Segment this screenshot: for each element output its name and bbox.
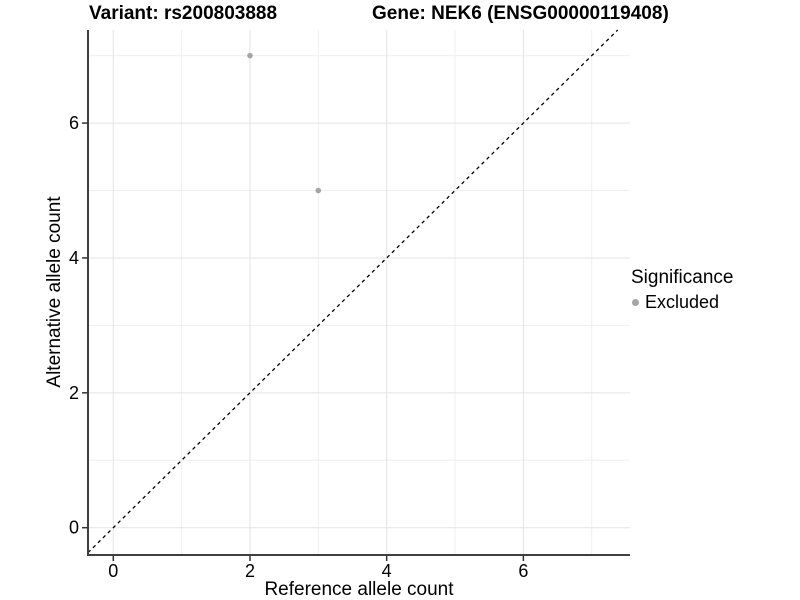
x-tick-label: 6 bbox=[518, 561, 528, 581]
legend-point-marker-icon bbox=[632, 299, 639, 306]
legend-title: Significance bbox=[631, 267, 734, 288]
plot-title-variant: Variant: rs200803888 bbox=[89, 3, 278, 24]
y-axis-title: Alternative allele count bbox=[44, 196, 65, 388]
data-point bbox=[247, 52, 253, 59]
legend-entry-label: Excluded bbox=[645, 292, 720, 312]
x-tick-label: 4 bbox=[382, 561, 392, 581]
legend-entry-excluded: Excluded bbox=[631, 292, 733, 313]
x-tick-label: 2 bbox=[245, 561, 255, 581]
x-axis-title: Reference allele count bbox=[264, 579, 454, 600]
data-point bbox=[315, 187, 322, 194]
y-tick-label: 0 bbox=[69, 518, 79, 538]
y-tick-label: 6 bbox=[69, 113, 79, 133]
legend: Significance Excluded bbox=[631, 267, 733, 313]
plot-title-gene: Gene: NEK6 (ENSG00000119408) bbox=[372, 3, 669, 24]
y-tick-label: 4 bbox=[69, 248, 79, 268]
identity-reference-line bbox=[87, 29, 619, 554]
y-tick-label: 2 bbox=[69, 383, 79, 403]
x-tick-label: 0 bbox=[108, 561, 118, 581]
